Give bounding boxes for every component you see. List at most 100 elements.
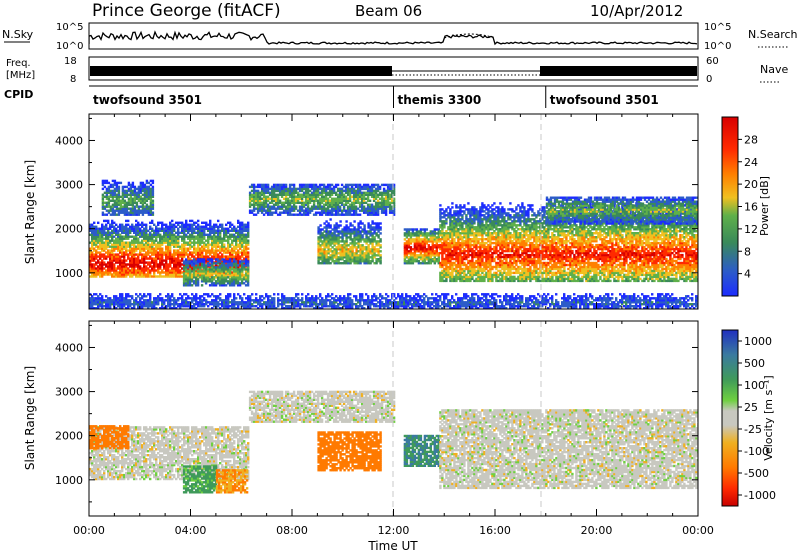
power-cell [159,273,162,276]
power-cell [477,257,480,261]
power-cell [329,242,332,245]
power-cell [341,230,344,233]
power-cell [223,251,226,254]
power-cell [107,211,111,214]
power-cell [219,231,222,234]
power-cell [292,183,296,187]
power-cell [284,207,288,210]
power-cell [475,271,478,275]
power-cell [465,277,468,281]
power-cell [163,227,166,230]
power-cell [206,280,210,283]
power-cell [95,243,98,246]
power-cell [143,273,146,276]
power-cell [93,249,96,252]
power-cell [304,203,308,206]
power-cell [197,243,200,246]
power-cell [237,235,240,238]
power-cell [467,261,470,265]
power-cell [234,274,238,277]
power-cell [312,187,316,191]
power-cell [479,238,482,241]
power-cell [368,187,372,191]
power-cell [347,230,350,233]
power-cell [447,236,450,239]
power-cell [121,225,124,228]
power-cell [173,251,176,254]
power-cell [367,224,370,227]
power-cell [109,239,112,242]
power-cell [445,271,448,275]
power-cell [473,228,476,231]
power-cell [292,189,296,193]
power-cell [195,221,198,224]
power-cell [284,193,288,196]
power-cell [345,230,348,233]
power-cell [131,255,134,258]
power-cell [103,233,106,236]
power-cell [457,253,460,257]
power-cell [333,242,336,245]
power-cell [323,246,326,249]
power-cell [173,257,176,260]
power-cell [235,245,238,248]
power-cell [212,270,216,273]
power-cell [195,247,198,250]
power-cell [163,259,166,262]
power-cell [439,275,442,279]
power-cell [137,199,141,202]
power-cell [379,262,382,265]
power-cell [221,249,224,252]
power-cell [355,232,358,235]
power-cell [372,213,376,216]
power-cell [441,247,444,251]
power-cell [115,239,118,242]
power-cell [317,256,320,259]
power-cell [139,195,143,198]
power-cell [445,214,448,217]
power-cell [149,221,152,224]
power-cell [445,236,448,239]
power-cell [364,211,368,214]
power-cell [377,224,380,227]
power-cell [314,183,318,187]
power-cell [392,187,396,191]
power-cell [209,221,212,224]
power-cell [369,234,372,237]
power-cell [306,205,310,208]
power-cell [258,197,262,200]
power-cell [326,201,330,204]
power-cell [91,263,94,266]
power-cell [133,263,136,266]
power-cell [324,213,328,216]
power-cell [121,229,124,232]
power-cell [409,256,413,259]
power-cell [95,271,98,274]
power-cell [123,241,126,244]
power-cell [238,270,242,273]
power-cell [425,248,428,251]
power-cell [222,258,226,261]
power-cell [237,251,240,254]
power-cell [189,247,192,250]
power-cell [413,248,417,251]
power-cell [405,246,409,249]
power-cell [431,242,434,245]
power-cell [191,231,194,234]
power-cell [208,274,212,277]
power-cell [355,242,358,245]
power-cell [386,185,390,189]
power-cell [111,191,115,194]
power-cell [439,226,442,229]
power-cell [361,236,364,239]
power-cell [388,211,392,214]
power-cell [441,261,444,265]
power-cell [323,252,326,255]
power-cell [346,189,350,193]
power-cell [467,279,470,283]
power-cell [335,246,338,249]
power-cell [145,191,149,194]
power-cell [449,222,452,225]
power-cell [350,191,354,194]
power-cell [179,261,182,264]
